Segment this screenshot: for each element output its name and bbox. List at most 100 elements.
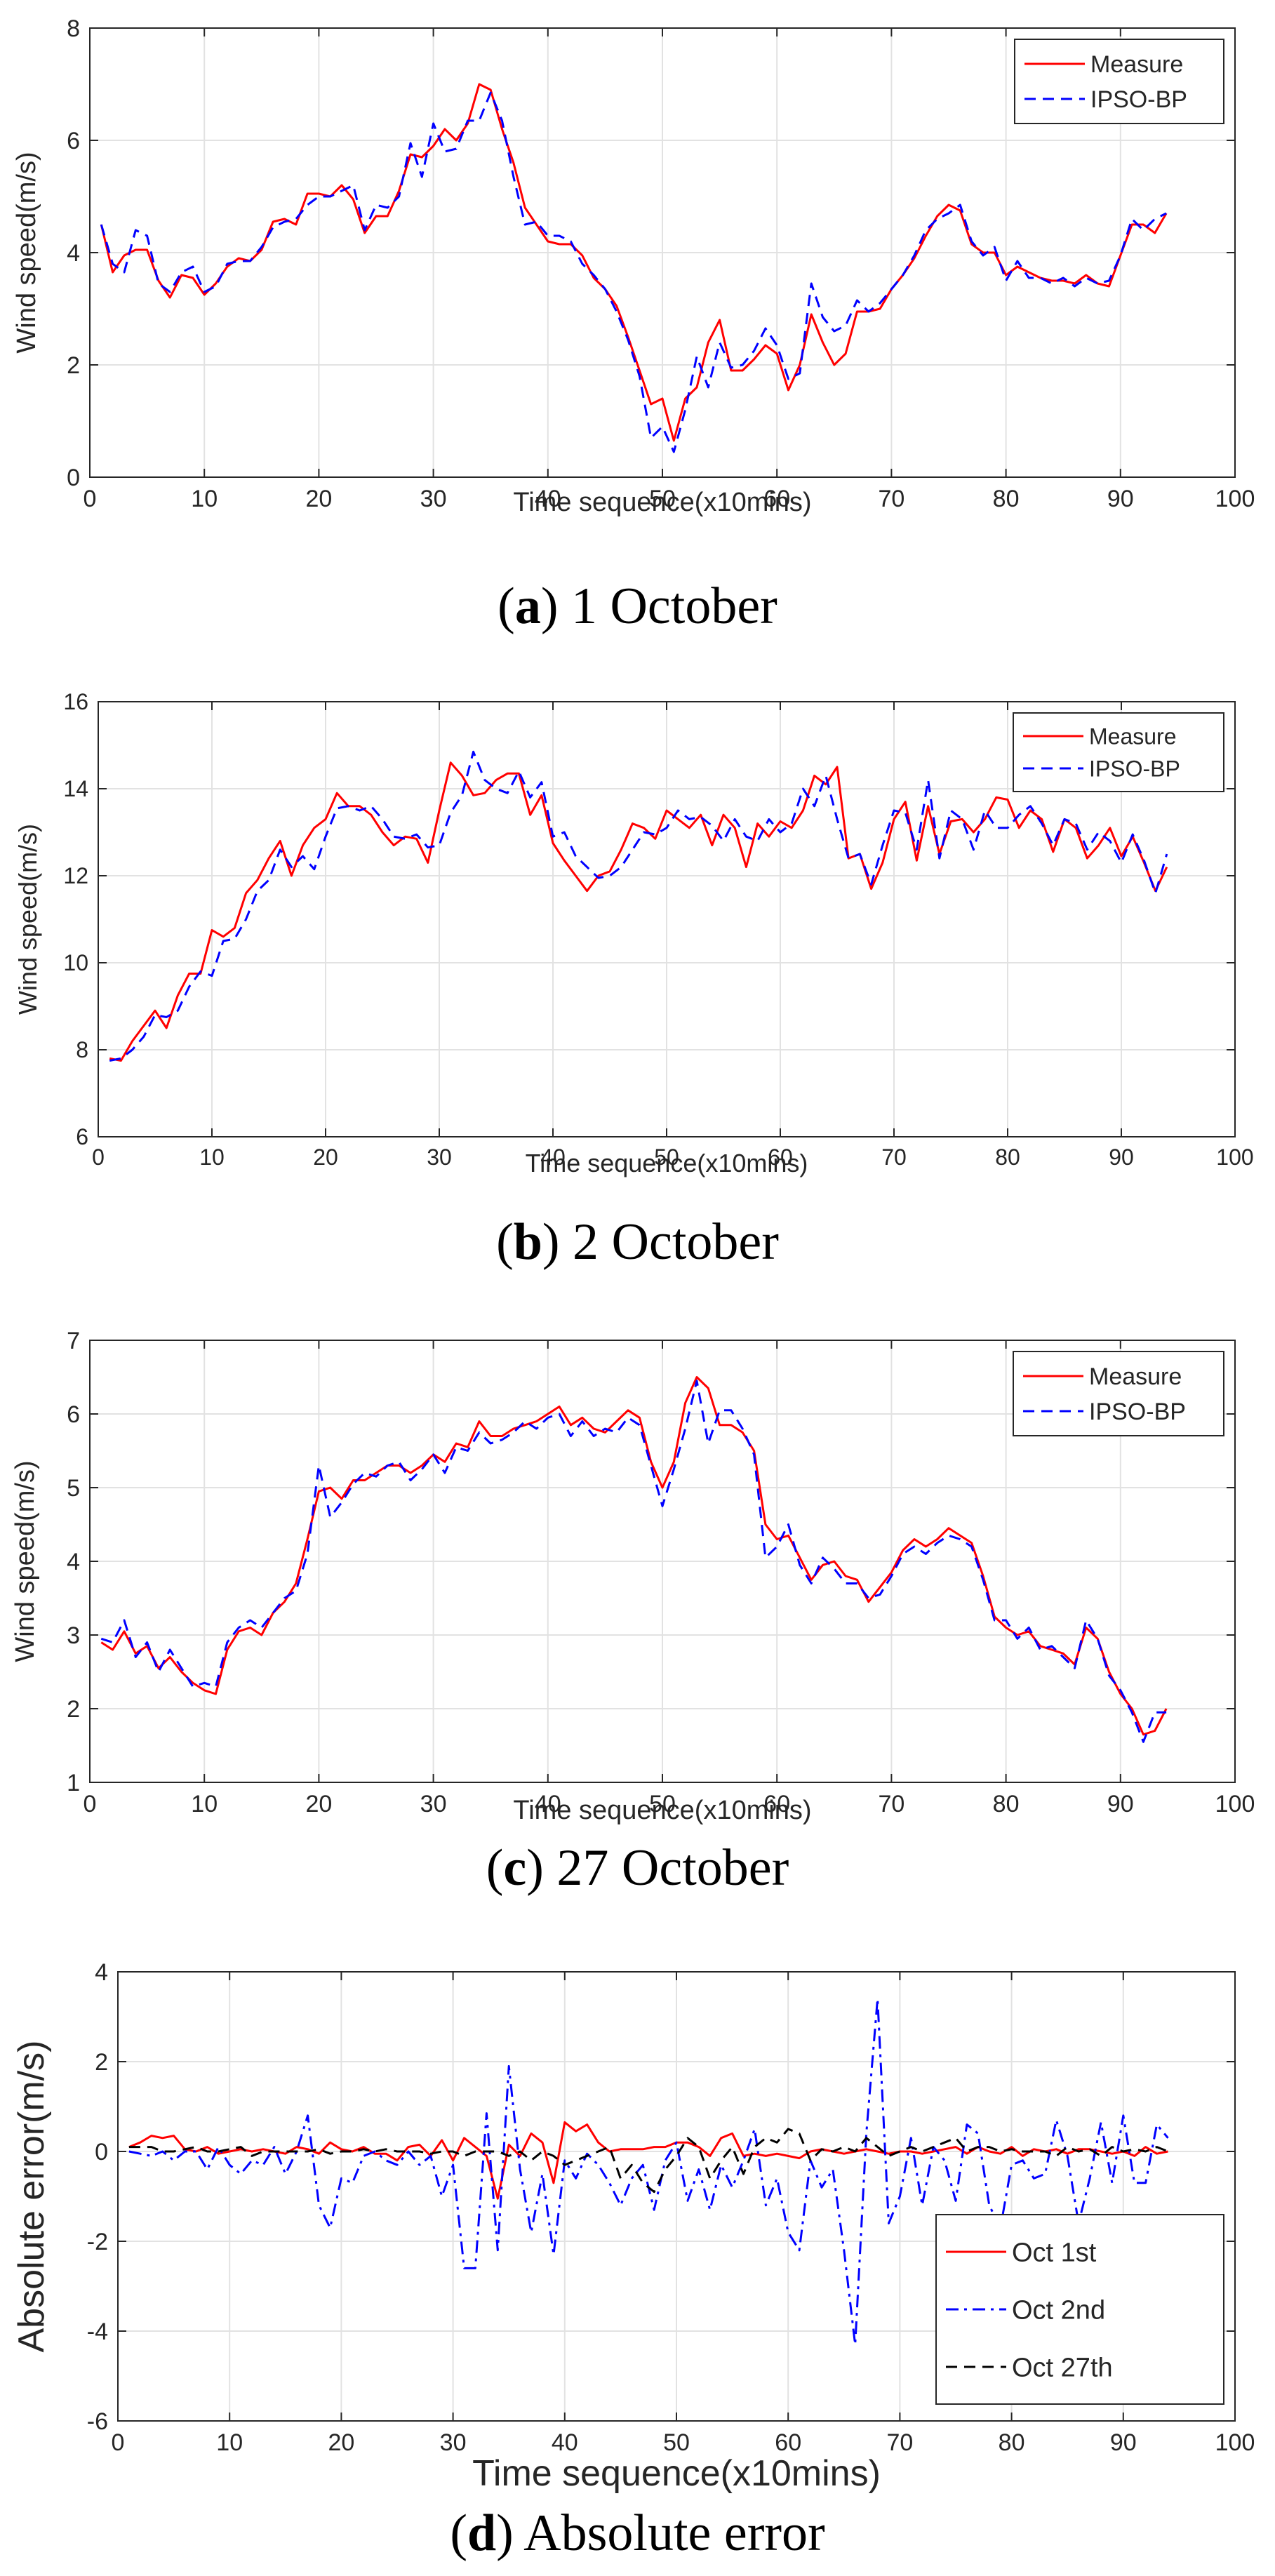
- y-axis-label: Wind speed(m/s): [13, 824, 42, 1015]
- y-tick-label: 7: [67, 1328, 80, 1354]
- x-tick-label: 0: [84, 1791, 97, 1817]
- x-tick-label: 40: [552, 2429, 578, 2456]
- y-tick-label: 12: [63, 863, 88, 888]
- series-line-measure: [100, 83, 1168, 442]
- x-tick-label: 0: [84, 486, 97, 512]
- caption-d-text: ) Absolute error: [496, 2504, 825, 2562]
- series-line-oct-27th: [128, 2128, 1169, 2194]
- y-tick-label: 2: [95, 2049, 108, 2076]
- y-tick-label: -4: [87, 2318, 108, 2345]
- legend-label: Measure: [1090, 51, 1183, 78]
- wind-speed-chart-oct2: 0 10 20 30 40 50 60 70 80 90 100 6 8 10 12 14 16 Time seq…: [13, 689, 1254, 1177]
- legend-label: Measure: [1089, 1363, 1182, 1390]
- legend: Measure IPSO-BP: [1013, 1351, 1224, 1436]
- series-line-oct-1st: [128, 2121, 1168, 2200]
- x-tick-label: 80: [993, 486, 1020, 512]
- y-tick-label: 4: [67, 1549, 80, 1575]
- y-tick-label: 4: [67, 240, 80, 267]
- legend-label: IPSO-BP: [1089, 756, 1180, 782]
- legend: Oct 1st Oct 2nd Oct 27th: [935, 2214, 1224, 2405]
- caption-a-text: ) 1 October: [540, 578, 777, 635]
- caption-a-letter: a: [514, 578, 541, 635]
- caption-b-letter: b: [513, 1213, 542, 1271]
- caption-c: (c) 27 October: [486, 1839, 789, 1897]
- x-tick-label: 50: [654, 1144, 679, 1170]
- x-tick-label: 20: [305, 1791, 332, 1817]
- y-tick-label: 2: [67, 352, 80, 379]
- series-line-measure: [109, 761, 1168, 1062]
- x-tick-label: 30: [427, 1144, 452, 1170]
- wind-speed-chart-oct27: 0 10 20 30 40 50 60 70 80 90 100 1 2 3 4 5 6 7 Time sequen…: [11, 1328, 1255, 1825]
- x-tick-label: 10: [199, 1144, 225, 1170]
- x-tick-label: 60: [763, 1791, 790, 1817]
- x-tick-label: 100: [1216, 1144, 1253, 1170]
- y-tick-label: 10: [63, 950, 88, 975]
- y-tick-label: -6: [87, 2408, 108, 2435]
- legend: Measure IPSO-BP: [1014, 39, 1224, 124]
- y-tick-label: 0: [95, 2139, 108, 2165]
- x-tick-label: 60: [775, 2429, 801, 2456]
- y-axis-label: Absolute error(m/s): [11, 2041, 52, 2353]
- x-tick-label: 60: [768, 1144, 793, 1170]
- x-tick-label: 30: [420, 486, 447, 512]
- panel-b: 0 10 20 30 40 50 60 70 80 90 100 6 8 10 12 14 16 Time seq…: [0, 674, 1275, 1221]
- x-tick-label: 90: [1109, 1144, 1134, 1170]
- caption-b-text: ) 2 October: [542, 1213, 779, 1271]
- x-tick-label: 20: [328, 2429, 354, 2456]
- x-tick-label: 100: [1215, 1791, 1255, 1817]
- caption-d-letter: d: [467, 2504, 497, 2562]
- panel-a: 0 10 20 30 40 50 60 70 80 90 100 0 2 4 6 8 Time sequence…: [0, 0, 1275, 519]
- y-tick-label: 5: [67, 1475, 80, 1502]
- y-tick-label: -2: [87, 2229, 108, 2255]
- x-tick-label: 10: [216, 2429, 243, 2456]
- x-tick-label: 50: [649, 1791, 676, 1817]
- legend-label: IPSO-BP: [1089, 1399, 1186, 1425]
- legend-label: Measure: [1089, 724, 1177, 749]
- x-axis-label: Time sequence(x10mins): [472, 2453, 881, 2494]
- y-tick-label: 2: [67, 1696, 80, 1723]
- x-tick-label: 0: [92, 1144, 105, 1170]
- y-tick-label: 8: [67, 15, 80, 42]
- x-tick-label: 70: [878, 1791, 904, 1817]
- x-tick-label: 90: [1110, 2429, 1137, 2456]
- legend-label: Oct 2nd: [1012, 2296, 1105, 2325]
- legend-box: [1013, 712, 1224, 792]
- y-tick-label: 6: [67, 1401, 80, 1428]
- absolute-error-chart: 0 10 20 30 40 50 60 70 80 90 100 -6 -4 -2 0 2 4 Time sequ…: [11, 1959, 1255, 2494]
- legend-box: [1014, 39, 1224, 124]
- x-tick-label: 20: [305, 486, 332, 512]
- x-tick-label: 70: [878, 486, 904, 512]
- caption-c-letter: c: [503, 1839, 527, 1897]
- x-tick-label: 80: [993, 1791, 1020, 1817]
- caption-a: (a) 1 October: [498, 578, 777, 635]
- x-tick-label: 50: [663, 2429, 690, 2456]
- panel-d: 0 10 20 30 40 50 60 70 80 90 100 -6 -4 -2 0 2 4 Time sequ…: [0, 1937, 1275, 2507]
- series-line-ipso-bp: [100, 91, 1167, 453]
- x-tick-label: 90: [1107, 486, 1134, 512]
- x-tick-label: 70: [881, 1144, 907, 1170]
- y-tick-label: 16: [63, 689, 88, 714]
- caption-c-text: ) 27 October: [526, 1839, 789, 1897]
- x-tick-label: 100: [1215, 2429, 1255, 2456]
- legend-box: [1013, 1351, 1224, 1436]
- wind-speed-chart-oct1: 0 10 20 30 40 50 60 70 80 90 100 0 2 4 6 8 Time sequence…: [12, 15, 1255, 517]
- legend-label: IPSO-BP: [1090, 86, 1187, 113]
- x-tick-label: 20: [313, 1144, 338, 1170]
- y-tick-label: 3: [67, 1622, 80, 1649]
- x-axis-label: Time sequence(x10mins): [513, 488, 811, 517]
- x-axis-label: Time sequence(x10mins): [526, 1149, 808, 1177]
- caption-b: (b) 2 October: [496, 1213, 779, 1271]
- legend: Measure IPSO-BP: [1013, 712, 1224, 792]
- x-tick-label: 60: [763, 486, 790, 512]
- y-tick-label: 4: [95, 1959, 108, 1986]
- series-line-ipso-bp: [100, 1380, 1167, 1743]
- caption-d: (d) Absolute error: [450, 2504, 825, 2562]
- y-tick-label: 8: [76, 1037, 88, 1062]
- x-tick-label: 80: [999, 2429, 1025, 2456]
- x-tick-label: 90: [1107, 1791, 1134, 1817]
- x-tick-label: 70: [886, 2429, 913, 2456]
- x-tick-label: 10: [191, 486, 218, 512]
- series-line-ipso-bp: [109, 750, 1168, 1062]
- x-tick-label: 0: [112, 2429, 125, 2456]
- panel-c: 0 10 20 30 40 50 60 70 80 90 100 1 2 3 4 5 6 7 Time sequen…: [0, 1319, 1275, 1860]
